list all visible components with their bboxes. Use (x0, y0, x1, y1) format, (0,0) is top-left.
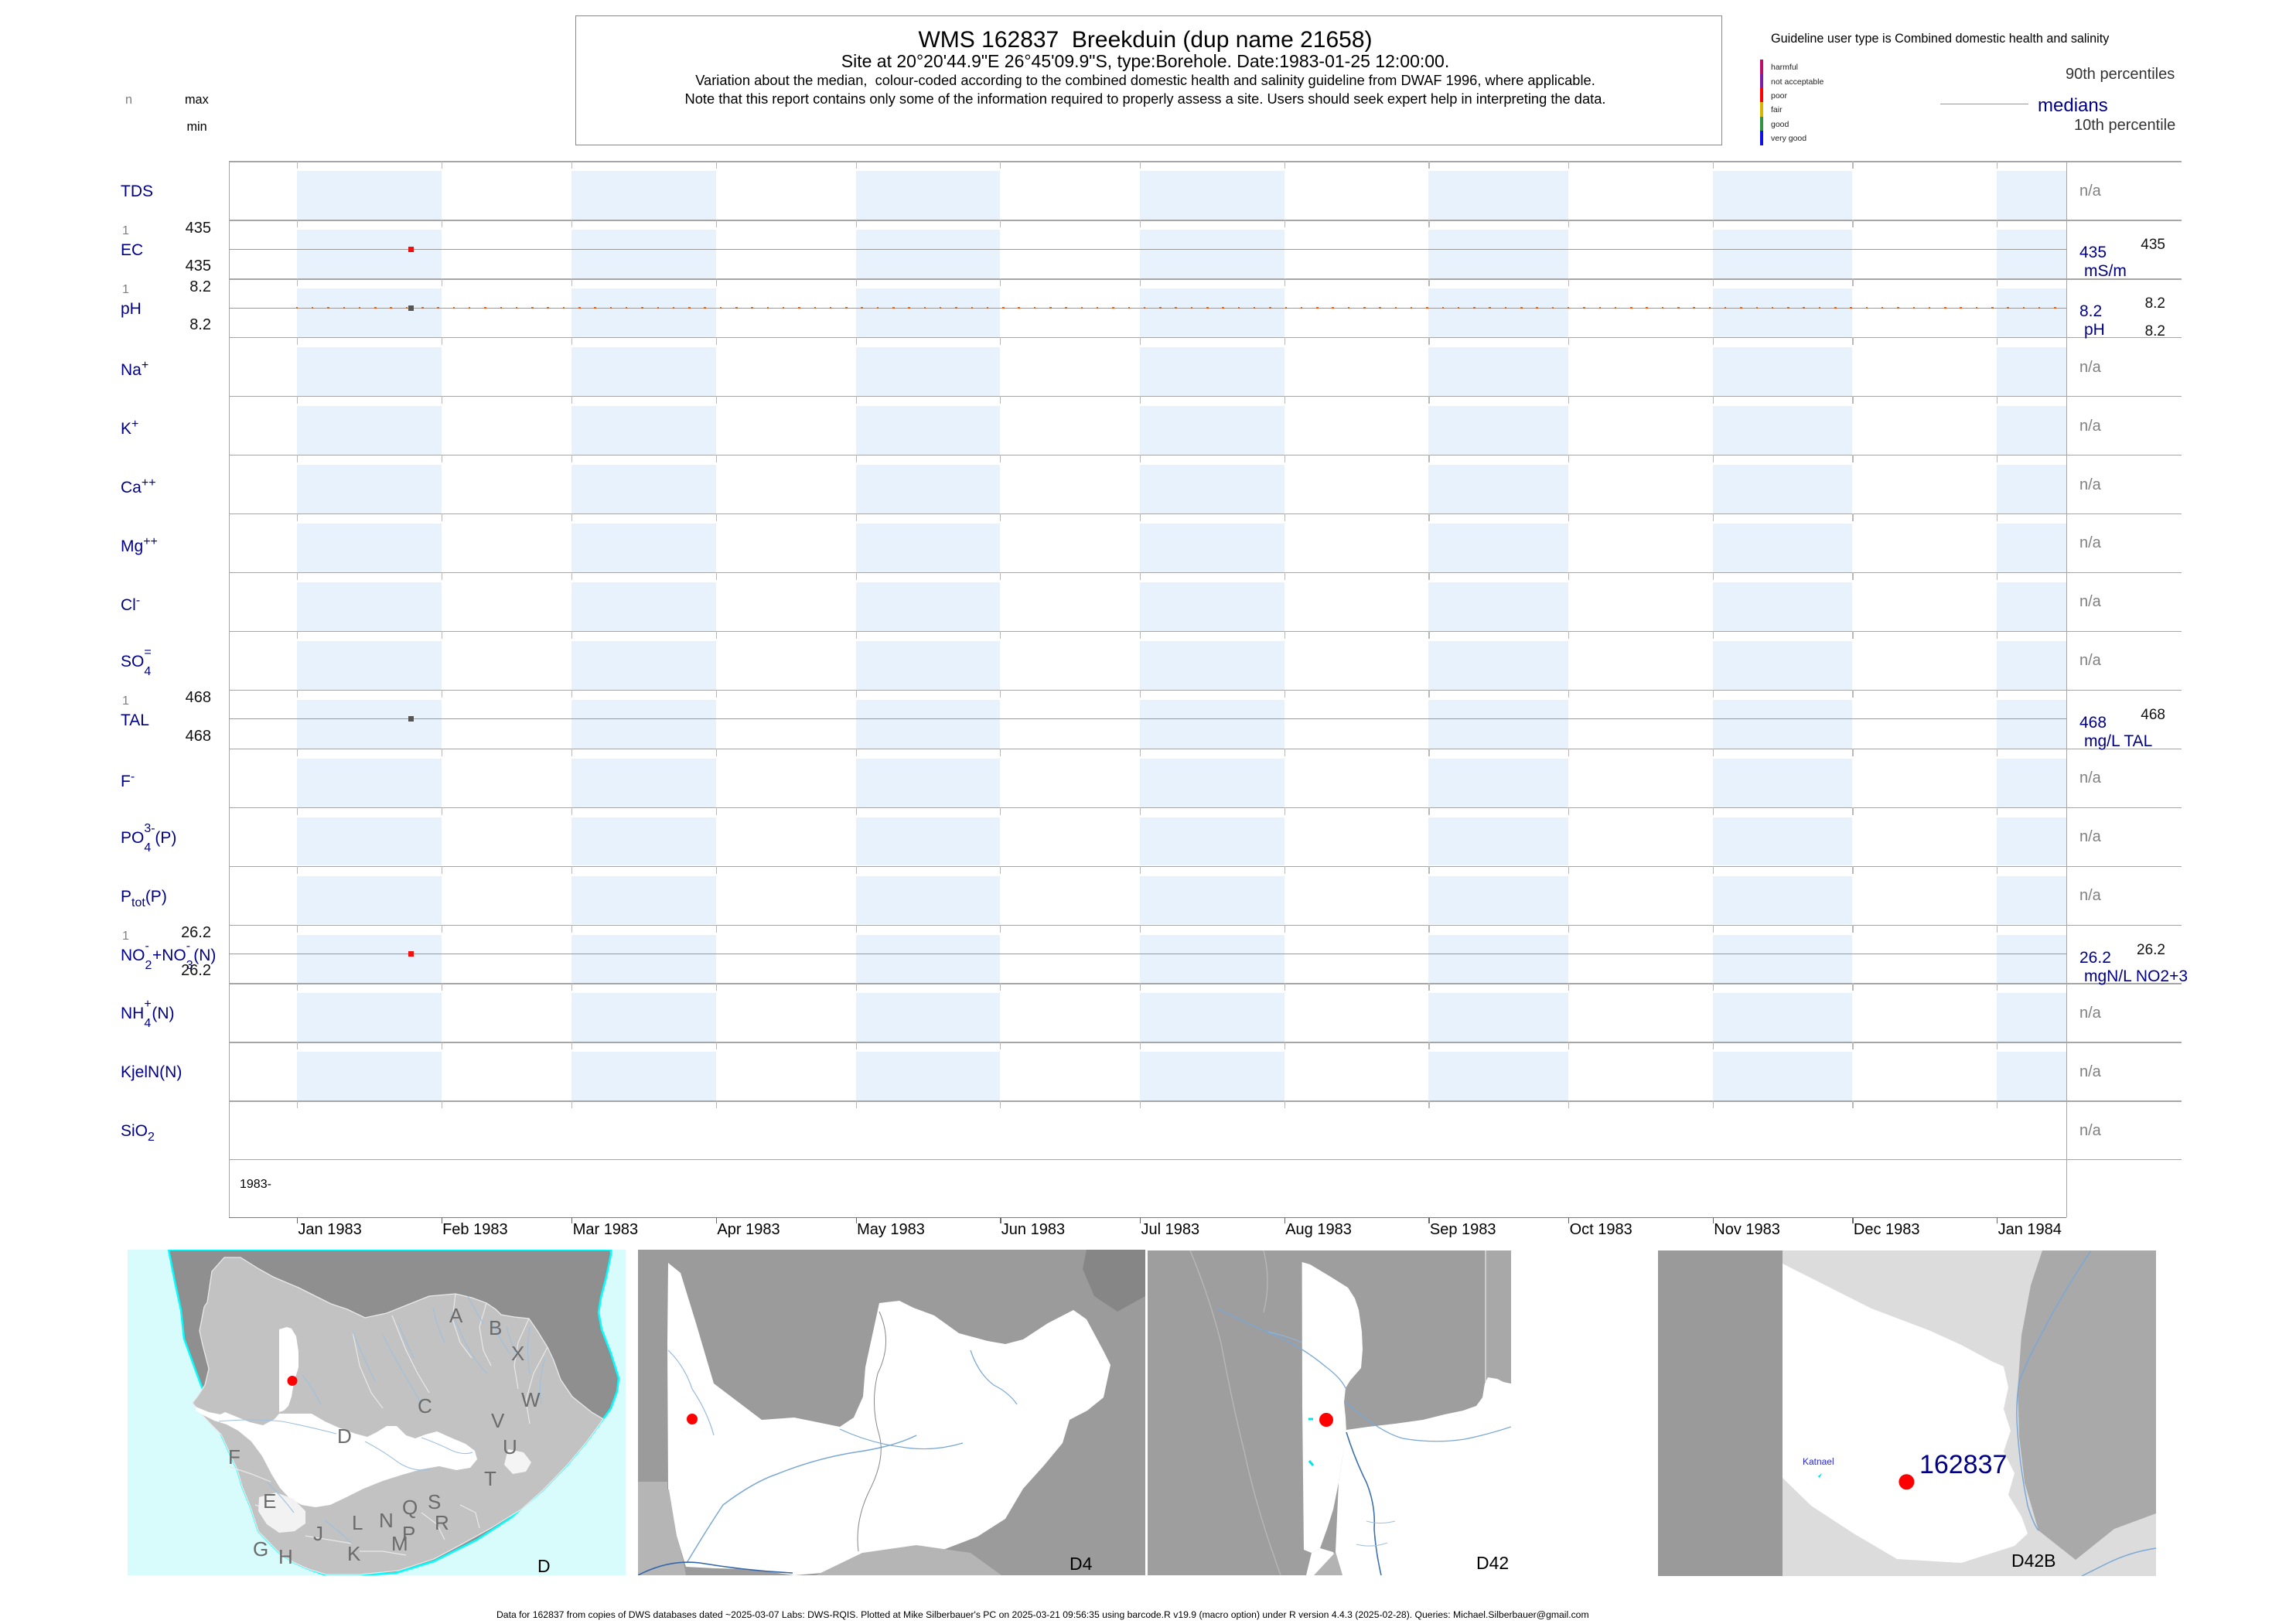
svg-text:K: K (347, 1542, 361, 1565)
svg-text:H: H (278, 1545, 293, 1568)
svg-text:A: A (449, 1304, 463, 1327)
svg-text:T: T (484, 1467, 496, 1490)
svg-text:D42B: D42B (2011, 1551, 2055, 1571)
svg-text:S: S (428, 1490, 441, 1513)
svg-text:D: D (337, 1424, 352, 1448)
svg-text:U: U (503, 1435, 517, 1459)
svg-text:D: D (537, 1556, 551, 1575)
svg-text:M: M (391, 1532, 408, 1555)
svg-text:E: E (263, 1489, 276, 1513)
svg-text:X: X (511, 1342, 524, 1365)
svg-text:W: W (521, 1388, 541, 1411)
svg-text:J: J (313, 1522, 323, 1545)
svg-text:162837: 162837 (1919, 1450, 2006, 1479)
svg-text:R: R (435, 1511, 449, 1534)
svg-text:D4: D4 (1070, 1554, 1093, 1574)
svg-text:D42: D42 (1476, 1553, 1509, 1573)
svg-text:F: F (228, 1445, 241, 1469)
svg-text:G: G (253, 1537, 268, 1561)
svg-text:Q: Q (402, 1496, 418, 1519)
svg-text:C: C (418, 1394, 432, 1418)
svg-text:B: B (489, 1316, 502, 1339)
svg-text:P: P (402, 1522, 415, 1545)
svg-text:N: N (379, 1509, 394, 1532)
svg-text:L: L (352, 1511, 363, 1534)
svg-text:Katnael: Katnael (1802, 1456, 1834, 1467)
svg-text:V: V (491, 1409, 505, 1432)
